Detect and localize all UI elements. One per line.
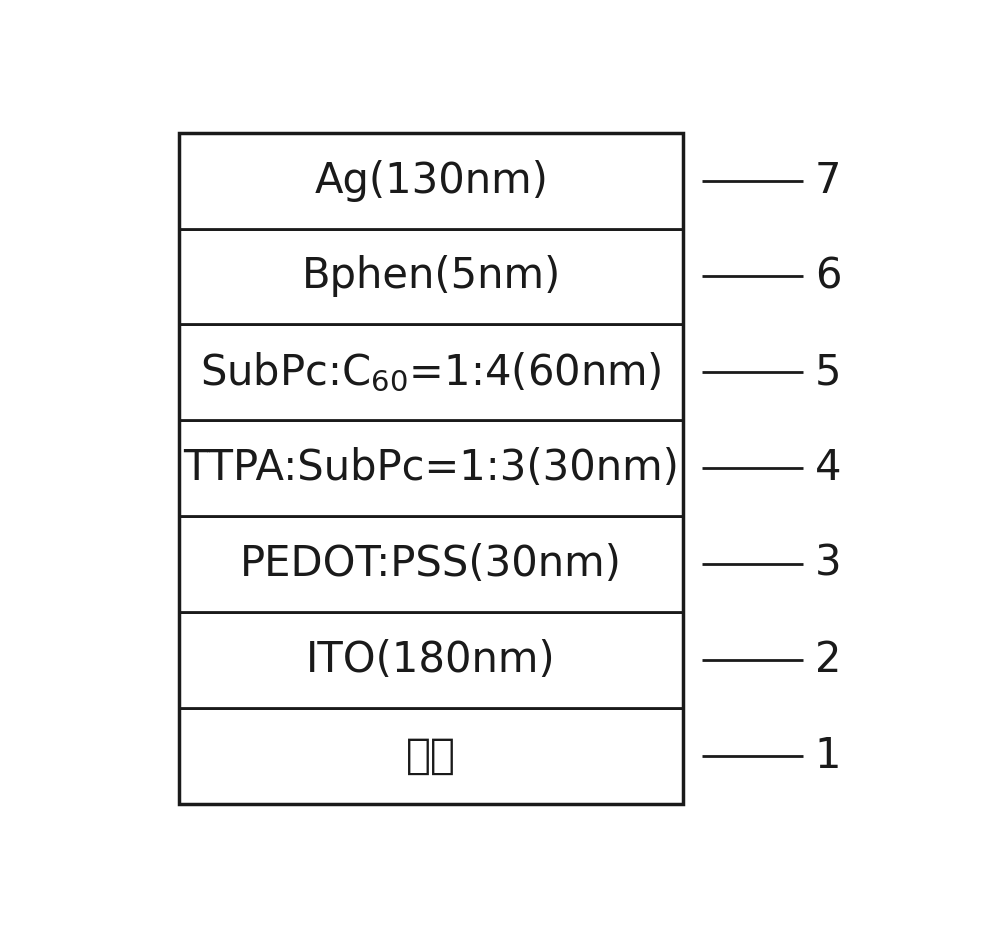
Bar	[179, 420, 683, 516]
Text: 2: 2	[815, 639, 841, 680]
Text: 7: 7	[815, 159, 841, 201]
Text: 5: 5	[815, 351, 841, 393]
Text: 6: 6	[815, 256, 841, 298]
Bar	[179, 229, 683, 324]
Text: PEDOT:PSS(30nm): PEDOT:PSS(30nm)	[240, 543, 622, 585]
Text: TTPA:SubPc=1:3(30nm): TTPA:SubPc=1:3(30nm)	[183, 447, 679, 489]
Bar	[179, 133, 683, 229]
Text: SubPc:C$_{60}$=1:4(60nm): SubPc:C$_{60}$=1:4(60nm)	[200, 350, 662, 394]
Text: 1: 1	[815, 735, 841, 777]
Text: ITO(180nm): ITO(180nm)	[306, 639, 556, 680]
Text: Bphen(5nm): Bphen(5nm)	[302, 256, 561, 298]
Bar	[179, 324, 683, 420]
Text: 4: 4	[815, 447, 841, 489]
Bar	[179, 133, 683, 804]
Text: Ag(130nm): Ag(130nm)	[314, 159, 548, 201]
Text: 3: 3	[815, 543, 841, 585]
Bar	[179, 708, 683, 804]
Text: 衬底: 衬底	[406, 735, 456, 777]
Bar	[179, 516, 683, 612]
Bar	[179, 612, 683, 708]
